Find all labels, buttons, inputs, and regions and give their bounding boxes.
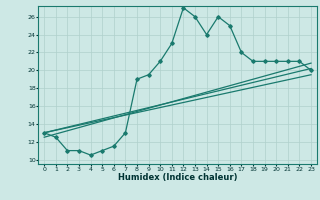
X-axis label: Humidex (Indice chaleur): Humidex (Indice chaleur) [118,173,237,182]
